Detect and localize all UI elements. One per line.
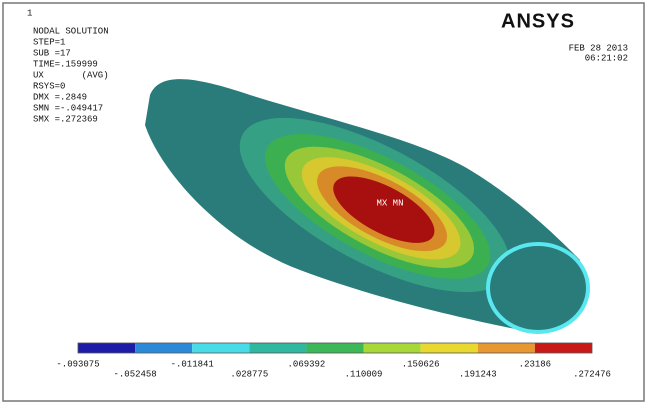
date: FEB 28 2013 [569, 43, 628, 53]
legend-label: .069392 [288, 359, 326, 369]
legend-label: -.093075 [56, 359, 99, 369]
legend-swatch [421, 343, 478, 353]
legend-swatch [249, 343, 306, 353]
info-line: RSYS=0 [33, 81, 65, 91]
time: 06:21:02 [585, 53, 628, 63]
info-line: STEP=1 [33, 37, 65, 47]
tube-end [488, 244, 588, 332]
info-line: DMX =.2849 [33, 92, 87, 102]
legend-swatch [192, 343, 249, 353]
viewport: 1 ANSYS FEB 28 2013 06:21:02 MX MN NODAL… [0, 0, 648, 406]
legend-swatch [306, 343, 363, 353]
legend-swatch [78, 343, 135, 353]
legend-swatch [135, 343, 192, 353]
legend-label: -.052458 [114, 369, 157, 379]
legend-label: -.011841 [171, 359, 214, 369]
logo: ANSYS [501, 10, 575, 32]
info-line: NODAL SOLUTION [33, 26, 109, 36]
info-line: SMX =.272369 [33, 114, 98, 124]
legend-label: .150626 [402, 359, 440, 369]
legend-label: .272476 [573, 369, 611, 379]
info-line: UX (AVG) [33, 70, 109, 80]
legend-label: .110009 [345, 369, 383, 379]
info-line: SUB =17 [33, 48, 71, 58]
info-line: TIME=.159999 [33, 59, 98, 69]
plot-label: MX MN [376, 198, 403, 208]
screenshot: 1 ANSYS FEB 28 2013 06:21:02 MX MN NODAL… [0, 0, 648, 406]
legend-label: .23186 [519, 359, 551, 369]
legend-swatch [535, 343, 592, 353]
info-line: SMN =-.049417 [33, 103, 103, 113]
legend-swatch [478, 343, 535, 353]
legend-label: .191243 [459, 369, 497, 379]
window-label: 1 [27, 8, 32, 18]
legend-label: .028775 [230, 369, 268, 379]
legend-swatch [364, 343, 421, 353]
